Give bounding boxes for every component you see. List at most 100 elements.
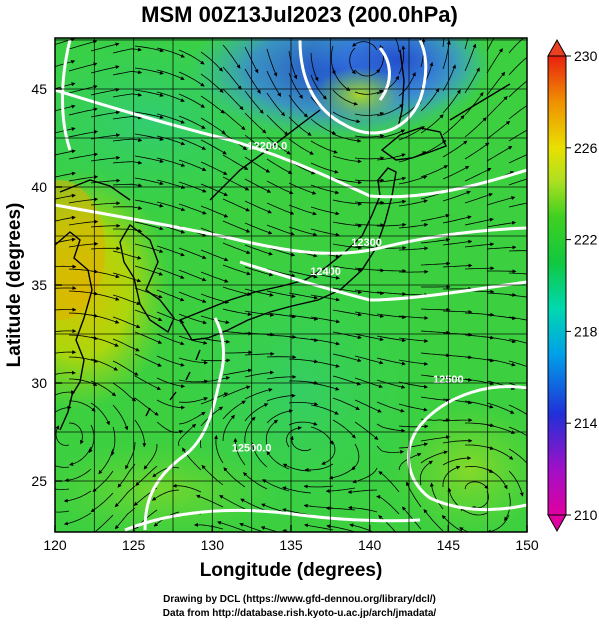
streamline xyxy=(152,466,180,478)
streamline xyxy=(288,182,317,195)
streamline xyxy=(46,417,54,443)
streamline xyxy=(332,397,360,410)
streamline xyxy=(349,47,356,75)
colorbar-tick-label: 226 xyxy=(574,140,598,156)
streamline xyxy=(310,294,340,302)
streamline xyxy=(112,382,137,402)
streamline xyxy=(244,403,269,422)
streamline xyxy=(508,360,527,367)
streamline xyxy=(464,266,495,271)
streamline xyxy=(464,38,469,50)
contour-line xyxy=(378,47,391,101)
streamline xyxy=(352,41,378,51)
streamline xyxy=(266,136,291,155)
streamline xyxy=(233,437,246,466)
streamline xyxy=(214,435,224,464)
streamline xyxy=(90,223,121,228)
streamline xyxy=(420,374,451,380)
streamline xyxy=(376,423,406,433)
streamline xyxy=(442,89,461,114)
streamline xyxy=(156,245,185,257)
streamline xyxy=(420,261,451,266)
streamline xyxy=(55,510,70,513)
x-tick-label: 130 xyxy=(201,537,225,553)
streamline xyxy=(347,505,378,513)
streamline xyxy=(244,222,273,235)
streamline xyxy=(112,47,142,54)
streamline xyxy=(112,404,129,431)
streamline xyxy=(55,171,76,178)
streamline xyxy=(172,483,202,493)
streamline xyxy=(310,382,340,391)
streamline xyxy=(310,404,339,415)
streamline xyxy=(486,468,508,490)
streamline xyxy=(310,118,337,135)
streamline xyxy=(420,307,451,312)
map-title: MSM 00Z13Jul2023 (200.0hPa) xyxy=(141,2,458,27)
streamline xyxy=(68,152,99,160)
streamline xyxy=(24,493,47,509)
streamline xyxy=(222,414,235,442)
streamline xyxy=(310,140,338,154)
streamline xyxy=(419,460,433,486)
streamline xyxy=(222,264,251,276)
streamline xyxy=(90,336,119,347)
streamline xyxy=(376,75,400,95)
streamline xyxy=(508,448,527,464)
streamline xyxy=(219,495,246,510)
streamline xyxy=(222,308,252,317)
streamline xyxy=(332,287,363,295)
streamline xyxy=(156,355,185,367)
streamline xyxy=(376,494,400,515)
streamline xyxy=(376,313,407,320)
streamline xyxy=(464,465,494,473)
streamline xyxy=(442,165,470,180)
streamline xyxy=(464,242,495,248)
streamline xyxy=(266,224,295,236)
streamline xyxy=(442,190,471,202)
streamline xyxy=(378,515,397,532)
streamline xyxy=(112,316,141,329)
streamline xyxy=(482,537,509,545)
streamline xyxy=(398,175,428,185)
streamline xyxy=(266,114,289,136)
streamline xyxy=(98,448,114,475)
streamline xyxy=(266,158,293,174)
streamline xyxy=(376,176,407,183)
streamline xyxy=(90,87,120,96)
streamline xyxy=(244,370,275,378)
streamline xyxy=(508,294,527,298)
streamline xyxy=(90,246,121,251)
streamline xyxy=(376,199,407,205)
streamline xyxy=(486,71,506,96)
streamline xyxy=(112,250,142,260)
streamline xyxy=(112,115,143,120)
streamline xyxy=(420,435,451,442)
y-axis-ticks: 25 30 35 40 45 xyxy=(31,81,62,489)
streamline xyxy=(420,450,448,464)
streamline xyxy=(178,49,205,65)
streamline xyxy=(244,388,273,400)
streamline xyxy=(156,157,186,167)
contour-label: 12300 xyxy=(351,237,382,249)
streamline xyxy=(442,140,468,158)
streamline xyxy=(464,481,489,490)
streamline xyxy=(41,533,69,535)
streamline xyxy=(303,484,334,489)
streamline xyxy=(310,360,340,368)
x-tick-label: 145 xyxy=(437,537,461,553)
streamline xyxy=(55,149,76,156)
contour-line xyxy=(298,39,428,135)
streamline xyxy=(222,66,242,90)
contour-label: 12400 xyxy=(310,266,341,278)
streamline xyxy=(222,368,253,376)
streamline xyxy=(401,506,422,530)
streamline xyxy=(332,89,358,106)
streamline xyxy=(420,330,451,335)
streamline xyxy=(222,198,250,212)
streamline xyxy=(464,43,477,72)
streamline xyxy=(508,129,527,142)
streamline xyxy=(134,265,164,276)
streamline xyxy=(332,221,363,228)
